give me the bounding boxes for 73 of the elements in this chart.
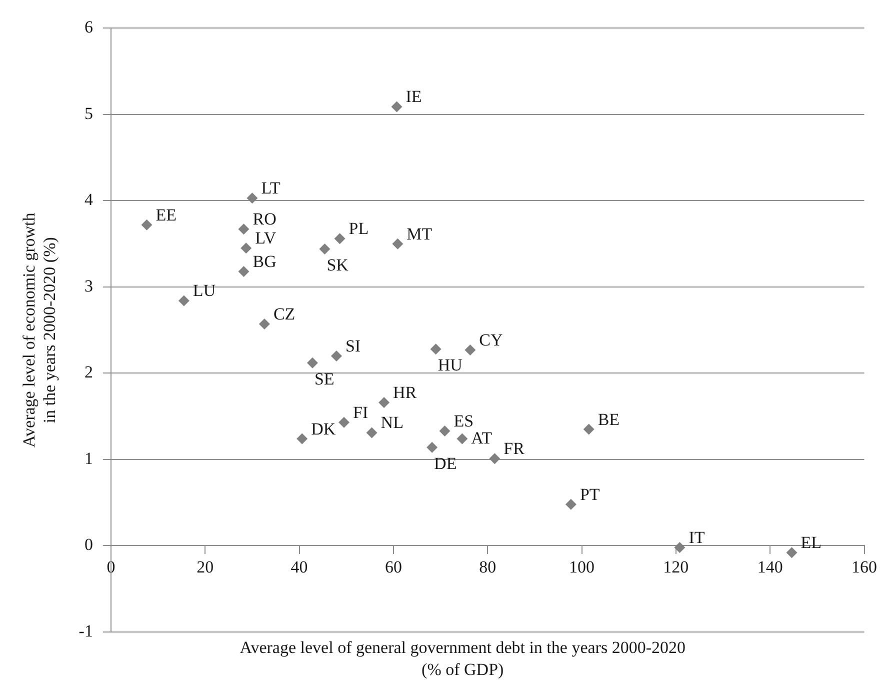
annotation: PL: [348, 219, 369, 238]
annotation: ES: [454, 411, 474, 430]
annotation: DE: [434, 454, 457, 473]
annotation: IE: [406, 87, 422, 106]
y-tick-label: 4: [84, 190, 94, 210]
annotation: LV: [255, 228, 277, 248]
x-tick-label: 120: [663, 557, 689, 576]
point: [786, 547, 798, 558]
annotation: EL: [800, 533, 822, 552]
annotation: SK: [326, 255, 350, 274]
point: [141, 219, 152, 230]
point: [392, 238, 404, 250]
point: [319, 244, 330, 255]
point: [456, 433, 468, 444]
annotation: LT: [261, 178, 282, 198]
annotation: CZ: [273, 304, 296, 324]
annotation: RO: [252, 210, 276, 229]
point: [439, 426, 450, 437]
x-tick-label: 0: [106, 557, 116, 576]
annotation: PT: [580, 484, 600, 504]
annotation: AT: [471, 428, 493, 448]
point: [583, 424, 594, 435]
x-axis-title: Average level of general government debt in the years 2000-2020 (% of GDP): [240, 638, 686, 679]
annotation: HU: [438, 356, 462, 375]
point: [464, 344, 476, 356]
point: [246, 192, 258, 204]
point: [674, 542, 686, 553]
point: [334, 233, 346, 244]
y-axis-title: Average level of economic growth in the years 2000-2020 (%): [20, 212, 60, 448]
point: [258, 318, 270, 330]
x-tick-label: 40: [290, 557, 308, 576]
point: [366, 427, 378, 438]
point: [426, 442, 438, 453]
annotation: DK: [311, 419, 336, 438]
x-tick-label: 160: [852, 557, 877, 576]
x-tick-label: 140: [757, 557, 783, 576]
x-tick-label: 80: [479, 557, 496, 576]
point: [565, 498, 576, 510]
point: [296, 433, 308, 444]
point: [378, 397, 390, 408]
annotation: LU: [192, 281, 216, 300]
point: [338, 416, 350, 428]
y-tick-label: 1: [84, 448, 93, 468]
annotation: MT: [406, 224, 433, 244]
annotation: FR: [504, 439, 526, 458]
annotation: IT: [688, 528, 706, 547]
x-tick-label: 60: [384, 557, 402, 576]
y-tick-label: 0: [84, 535, 93, 554]
y-tick-label: 5: [84, 104, 93, 123]
annotation: FI: [353, 402, 368, 422]
annotation: SI: [345, 336, 361, 356]
annotation: NL: [380, 413, 404, 432]
annotation: CY: [479, 330, 503, 350]
x-tick-label: 100: [569, 557, 595, 576]
point: [430, 344, 442, 355]
annotation: BG: [252, 252, 276, 271]
y-tick-label: 3: [84, 276, 93, 296]
y-tick-label: 6: [84, 18, 93, 37]
point: [238, 266, 250, 277]
point: [306, 357, 318, 368]
annotation: SE: [314, 369, 334, 388]
annotation: HR: [393, 383, 418, 402]
point: [178, 295, 190, 306]
point: [391, 101, 402, 112]
point: [240, 242, 252, 254]
y-tick-label: 2: [84, 362, 93, 382]
y-tick-label: -1: [78, 621, 93, 640]
x-tick-label: 20: [196, 557, 214, 576]
point: [238, 224, 250, 235]
point: [489, 453, 500, 464]
annotation: BE: [598, 410, 620, 429]
annotation: EE: [156, 205, 177, 224]
point: [330, 350, 342, 362]
